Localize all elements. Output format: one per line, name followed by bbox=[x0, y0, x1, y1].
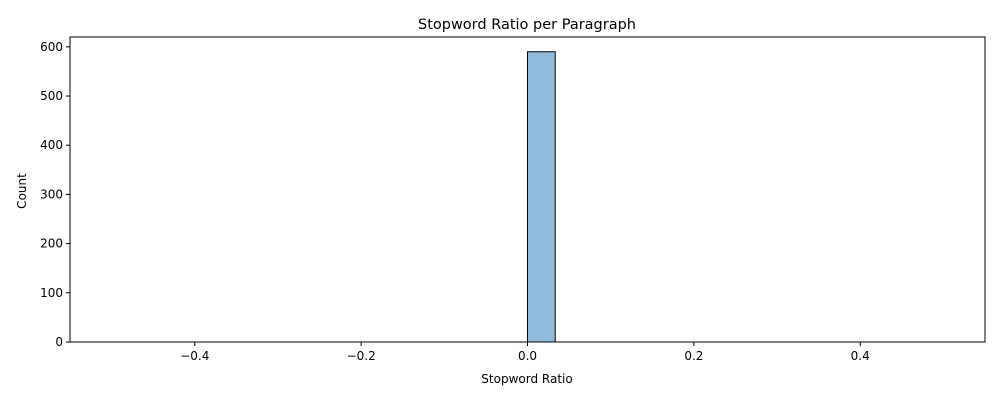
x-tick-label: 0.2 bbox=[684, 349, 703, 363]
y-tick-label: 0 bbox=[55, 335, 63, 349]
y-tick-label: 400 bbox=[40, 138, 63, 152]
x-tick-label: 0.0 bbox=[518, 349, 537, 363]
x-tick-label: 0.4 bbox=[851, 349, 870, 363]
x-tick-label: −0.2 bbox=[347, 349, 376, 363]
x-tick-label: −0.4 bbox=[180, 349, 209, 363]
histogram-bar bbox=[527, 51, 556, 343]
x-axis-label: Stopword Ratio bbox=[481, 372, 572, 386]
y-tick-label: 300 bbox=[40, 187, 63, 201]
y-axis-label: Count bbox=[15, 173, 29, 209]
chart-title: Stopword Ratio per Paragraph bbox=[418, 17, 636, 33]
y-ticks: 0 100 200 300 400 500 600 bbox=[40, 40, 70, 349]
bars-group bbox=[527, 51, 556, 343]
x-ticks: −0.4 −0.2 0.0 0.2 0.4 bbox=[180, 342, 870, 363]
y-tick-label: 100 bbox=[40, 286, 63, 300]
y-tick-label: 200 bbox=[40, 237, 63, 251]
y-tick-label: 500 bbox=[40, 89, 63, 103]
y-tick-label: 600 bbox=[40, 40, 63, 54]
